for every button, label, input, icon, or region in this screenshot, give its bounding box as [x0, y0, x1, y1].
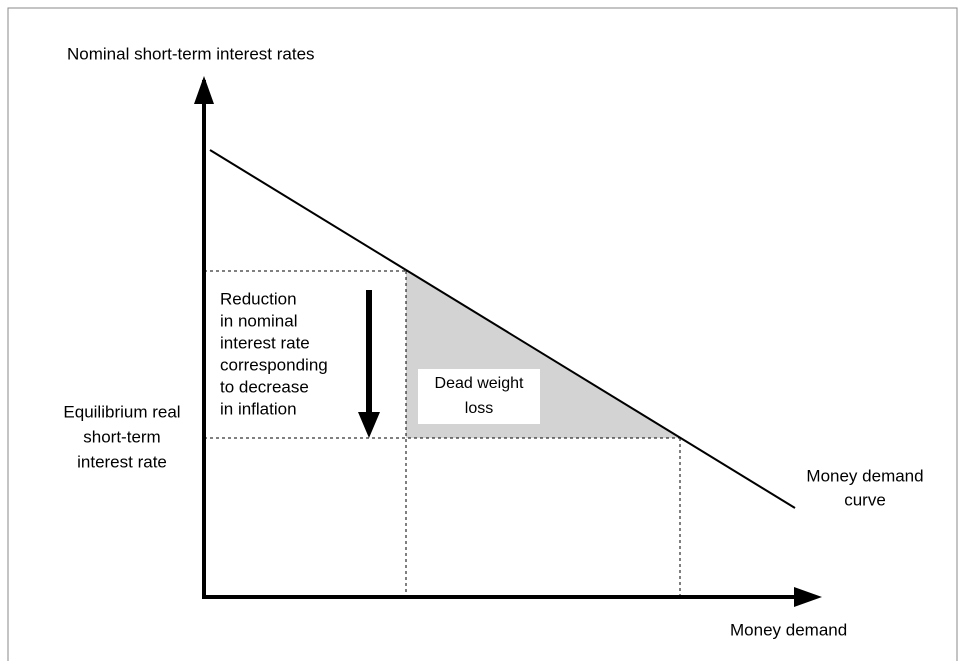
equilibrium-label: short-term	[83, 427, 160, 446]
x-axis-label: Money demand	[730, 620, 847, 639]
deadweight-box	[418, 369, 540, 424]
frame	[7, 7, 958, 661]
y-axis-arrow	[194, 76, 214, 104]
reduction-label: in nominal	[220, 311, 298, 330]
reduction-label: interest rate	[220, 333, 310, 352]
reduction-label: corresponding	[220, 355, 328, 374]
reduction-label: to decrease	[220, 377, 309, 396]
reduction-arrow-head	[358, 412, 380, 438]
deadweight-label: loss	[465, 400, 493, 417]
equilibrium-label: Equilibrium real	[63, 402, 180, 421]
x-axis-arrow	[794, 587, 822, 607]
demand-curve	[209, 149, 796, 509]
reduction-label: Reduction	[220, 289, 297, 308]
guide-lines	[204, 270, 681, 597]
curve-label: Money demand	[806, 466, 923, 485]
reduction-label: in inflation	[220, 399, 297, 418]
curve-label: curve	[844, 490, 886, 509]
labels: Money demand curve Equilibrium real short-t…	[63, 289, 923, 509]
deadweight-label: Dead weight	[435, 375, 525, 392]
equilibrium-label: interest rate	[77, 452, 167, 471]
y-axis-label: Nominal short-term interest rates	[67, 44, 315, 63]
